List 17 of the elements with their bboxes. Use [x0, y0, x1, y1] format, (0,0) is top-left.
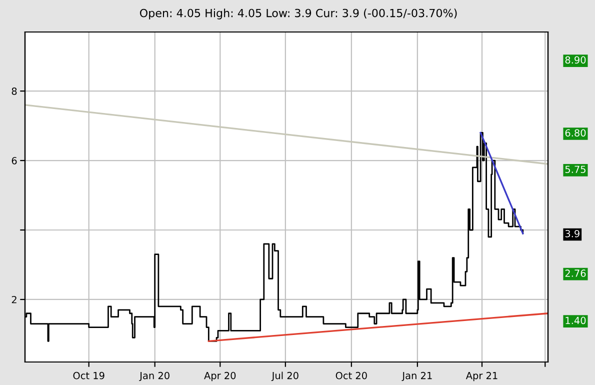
y2-tick-label: 1.40: [566, 316, 586, 324]
y2-tick-label: 3.9: [565, 230, 580, 238]
x-tick-label: Oct 20: [336, 372, 367, 380]
y2-tick-label: 8.90: [565, 56, 586, 64]
y2-tick-label: 2.76: [565, 270, 586, 277]
x-tick-label: Apr 20: [204, 372, 236, 382]
y-tick-label: 2: [12, 296, 16, 304]
x-tick-label: Apr 21: [466, 372, 498, 382]
y2-tick-label: 6.80: [565, 129, 586, 137]
x-tick-label: Oct 19: [73, 372, 104, 380]
x-tick-label: Jan 21: [402, 372, 432, 382]
x-tick-label: Jan 20: [139, 372, 170, 382]
y-tick-label: 8: [12, 88, 17, 95]
chart-title: Open: 4.05 High: 4.05 Low: 3.9 Cur: 3.9 (-00.15/-03.70%): [140, 8, 457, 20]
y2-tick-label: 5.75: [565, 166, 586, 174]
x-tick-label: Jul 20: [271, 372, 298, 382]
y-tick-label: 6: [12, 157, 17, 164]
